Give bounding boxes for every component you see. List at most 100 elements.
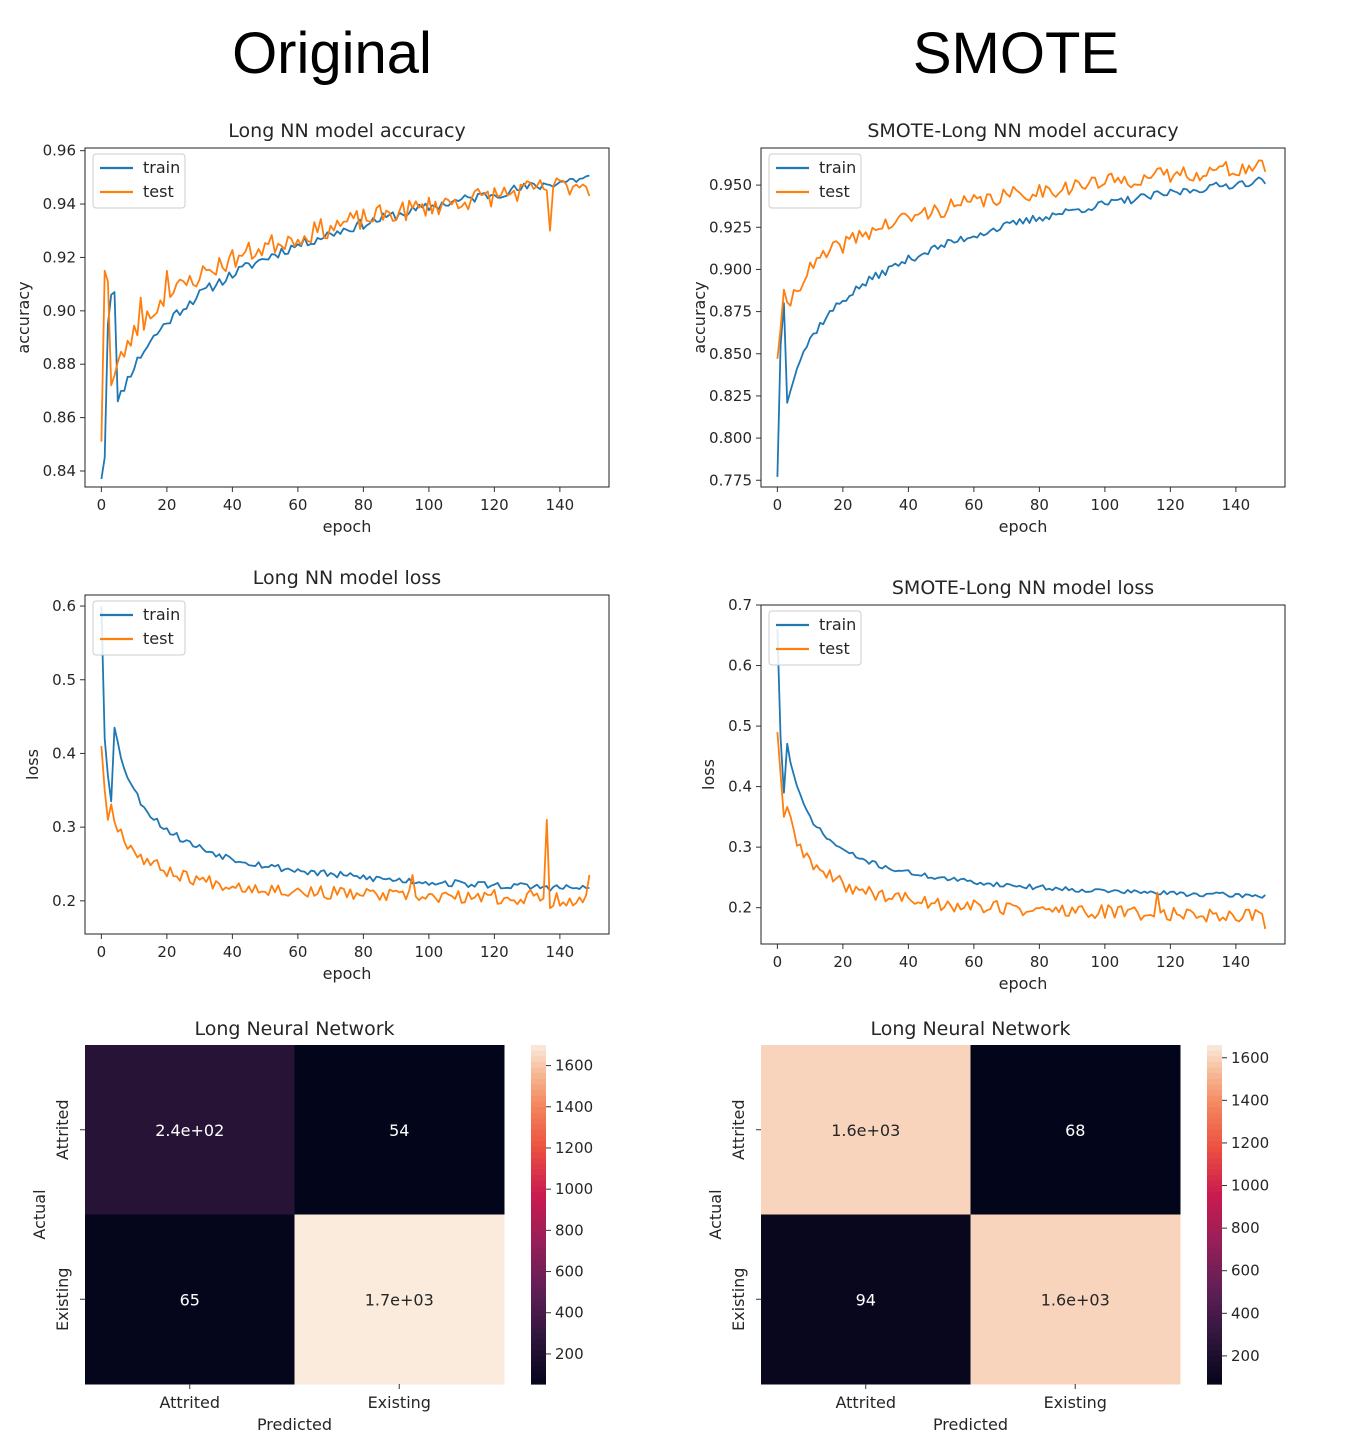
x-tick-label: 20: [157, 496, 176, 514]
colorbar-segment: [1207, 1214, 1222, 1221]
colorbar-tick-label: 1000: [555, 1180, 593, 1198]
colorbar-segment: [531, 1333, 546, 1340]
colorbar-segment: [531, 1158, 546, 1165]
x-tick-label: 100: [415, 943, 444, 961]
colorbar-segment: [1207, 1067, 1222, 1074]
colorbar-segment: [531, 1225, 546, 1233]
y-axis-label: accuracy: [690, 281, 709, 353]
heatmap-cell: [294, 1214, 505, 1385]
x-tick-label: 120: [480, 496, 509, 514]
colorbar-segment: [1207, 1090, 1222, 1097]
original-confusion-matrix: Long Neural Network 2.4e+02 54 65 1.7e+03 Att…: [30, 1018, 593, 1434]
x-tick-label: 0: [773, 496, 783, 514]
y-tick-label: 0.950: [709, 176, 752, 194]
colorbar-tick-label: 1200: [1231, 1134, 1269, 1152]
colorbar-segment: [1207, 1208, 1222, 1216]
colorbar-segment: [1207, 1355, 1222, 1362]
colorbar-segment: [1207, 1152, 1222, 1159]
colorbar: 200 400 600 800 1000 1200 1400 1600: [531, 1045, 593, 1385]
series-line-train: [100, 606, 590, 892]
colorbar: 200 400 600 800 1000 1200 1400 1600: [1207, 1045, 1269, 1385]
colorbar-segment: [531, 1191, 546, 1199]
colorbar-segment: [531, 1242, 546, 1249]
smote-column-title: SMOTE: [912, 21, 1120, 86]
colorbar-segment: [531, 1203, 546, 1210]
x-axis-label: epoch: [999, 517, 1048, 536]
colorbar-tick-label: 1600: [555, 1057, 593, 1075]
heatmap-cell: [85, 1214, 295, 1385]
x-tick-label: 80: [1030, 953, 1049, 971]
y-tick-label: 0.4: [728, 778, 752, 796]
colorbar-segment: [1207, 1338, 1222, 1346]
colorbar-segment: [1207, 1344, 1222, 1351]
legend-label-test: test: [143, 629, 174, 648]
colorbar-segment: [531, 1050, 546, 1057]
colorbar-segment: [1207, 1361, 1222, 1368]
x-axis-label: epoch: [999, 974, 1048, 993]
y-tick-label: 0.800: [709, 429, 752, 447]
legend-label-train: train: [819, 158, 856, 177]
y-tick-label: Attrited: [53, 1099, 72, 1160]
colorbar-segment: [1207, 1146, 1222, 1153]
x-axis-label: epoch: [323, 964, 372, 983]
series-line-test: [100, 177, 591, 442]
legend-label-train: train: [819, 615, 856, 634]
colorbar-tick-label: 600: [1231, 1262, 1260, 1280]
colorbar-segment: [531, 1129, 546, 1136]
chart-title: Long NN model loss: [253, 567, 441, 589]
colorbar-segment: [1207, 1095, 1222, 1103]
colorbar-segment: [531, 1095, 546, 1103]
smote-accuracy-chart: SMOTE-Long NN model accuracy 0 20 40 60 80 100…: [690, 120, 1286, 536]
y-tick-label: Existing: [53, 1268, 72, 1331]
colorbar-segment: [1207, 1282, 1222, 1289]
legend: train test: [92, 600, 186, 656]
y-tick-label: 0.7: [728, 596, 752, 614]
colorbar-segment: [1207, 1378, 1222, 1385]
colorbar-segment: [1207, 1242, 1222, 1249]
colorbar-segment: [531, 1152, 546, 1159]
heatmap-title: Long Neural Network: [870, 1018, 1070, 1040]
original-column-title: Original: [232, 21, 432, 86]
x-tick-label: 0: [97, 496, 107, 514]
plot-frame: [760, 147, 1286, 488]
y-tick-label: 0.5: [52, 671, 76, 689]
x-axis-label: epoch: [323, 517, 372, 536]
colorbar-segment: [531, 1135, 546, 1142]
y-axis-label: accuracy: [14, 281, 33, 353]
colorbar-segment: [531, 1276, 546, 1283]
colorbar-segment: [531, 1169, 546, 1176]
colorbar-segment: [531, 1118, 546, 1125]
y-tick-label: Existing: [729, 1268, 748, 1331]
colorbar-segment: [531, 1112, 546, 1120]
chart-title: SMOTE-Long NN model loss: [892, 577, 1154, 599]
colorbar-segment: [531, 1056, 546, 1063]
x-tick-label: 100: [415, 496, 444, 514]
colorbar-segment: [1207, 1237, 1222, 1244]
colorbar-segment: [1207, 1304, 1222, 1312]
colorbar-segment: [531, 1067, 546, 1074]
x-tick-label: 60: [288, 943, 307, 961]
y-tick-label: Attrited: [729, 1099, 748, 1160]
heatmap-cell: [970, 1045, 1181, 1215]
heatmap-cell: [761, 1045, 971, 1215]
y-tick-label: 0.775: [709, 471, 752, 489]
x-tick-label: 40: [223, 943, 242, 961]
original-accuracy-chart: Long NN model accuracy 0 20 40 60 80 100 120 140…: [14, 120, 610, 536]
colorbar-segment: [531, 1367, 546, 1374]
colorbar-segment: [531, 1321, 546, 1329]
colorbar-segment: [531, 1084, 546, 1091]
colorbar-segment: [1207, 1299, 1222, 1306]
colorbar-segment: [1207, 1124, 1222, 1131]
y-tick-label: 0.850: [709, 345, 752, 363]
x-tick-label: 140: [1222, 953, 1251, 971]
colorbar-segment: [1207, 1186, 1222, 1193]
colorbar-segment: [1207, 1220, 1222, 1227]
colorbar-segment: [531, 1287, 546, 1295]
colorbar-segment: [1207, 1310, 1222, 1317]
colorbar-segment: [531, 1310, 546, 1317]
y-tick-label: 0.84: [43, 462, 76, 480]
colorbar-segment: [531, 1237, 546, 1244]
colorbar-segment: [1207, 1045, 1222, 1052]
x-tick-label: 80: [354, 943, 373, 961]
colorbar-segment: [1207, 1078, 1222, 1086]
